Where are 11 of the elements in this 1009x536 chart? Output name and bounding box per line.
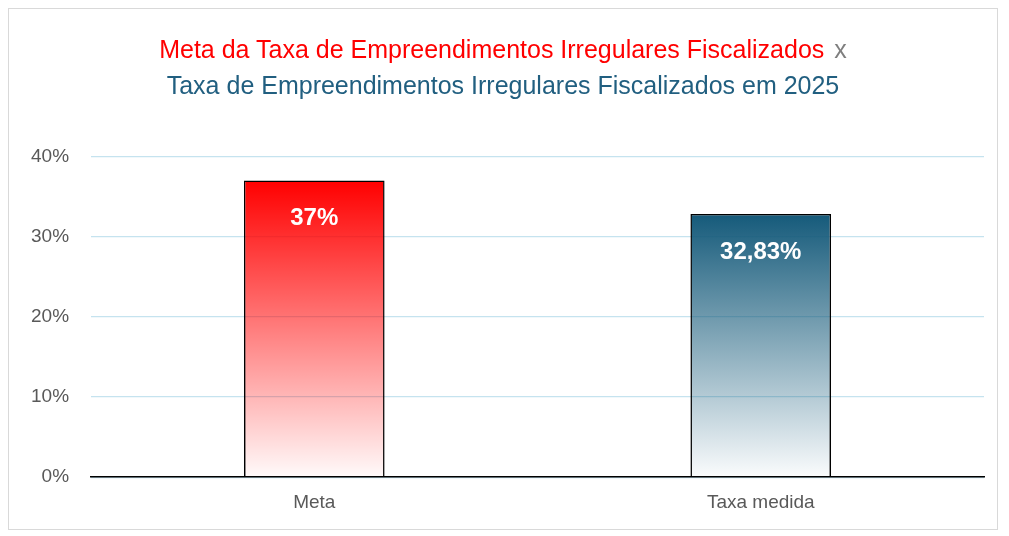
y-tick-label: 40%	[31, 144, 70, 166]
y-tick-label: 10%	[31, 385, 70, 407]
x-tick-label: Taxa medida	[706, 490, 816, 512]
chart-subtitle: Taxa de Empreendimentos Irregulares Fiscalizados em 2025	[165, 70, 841, 101]
y-tick-label: 0%	[41, 465, 70, 487]
y-tick-label: 30%	[31, 224, 70, 246]
chart-title: Meta da Taxa de Empreendimentos Irregulares Fiscalizados x	[159, 35, 847, 63]
x-tick-label: Meta	[293, 490, 336, 512]
data-label: 37%	[290, 203, 339, 231]
y-tick-label: 20%	[31, 305, 70, 327]
data-label: 32,83%	[720, 236, 802, 264]
